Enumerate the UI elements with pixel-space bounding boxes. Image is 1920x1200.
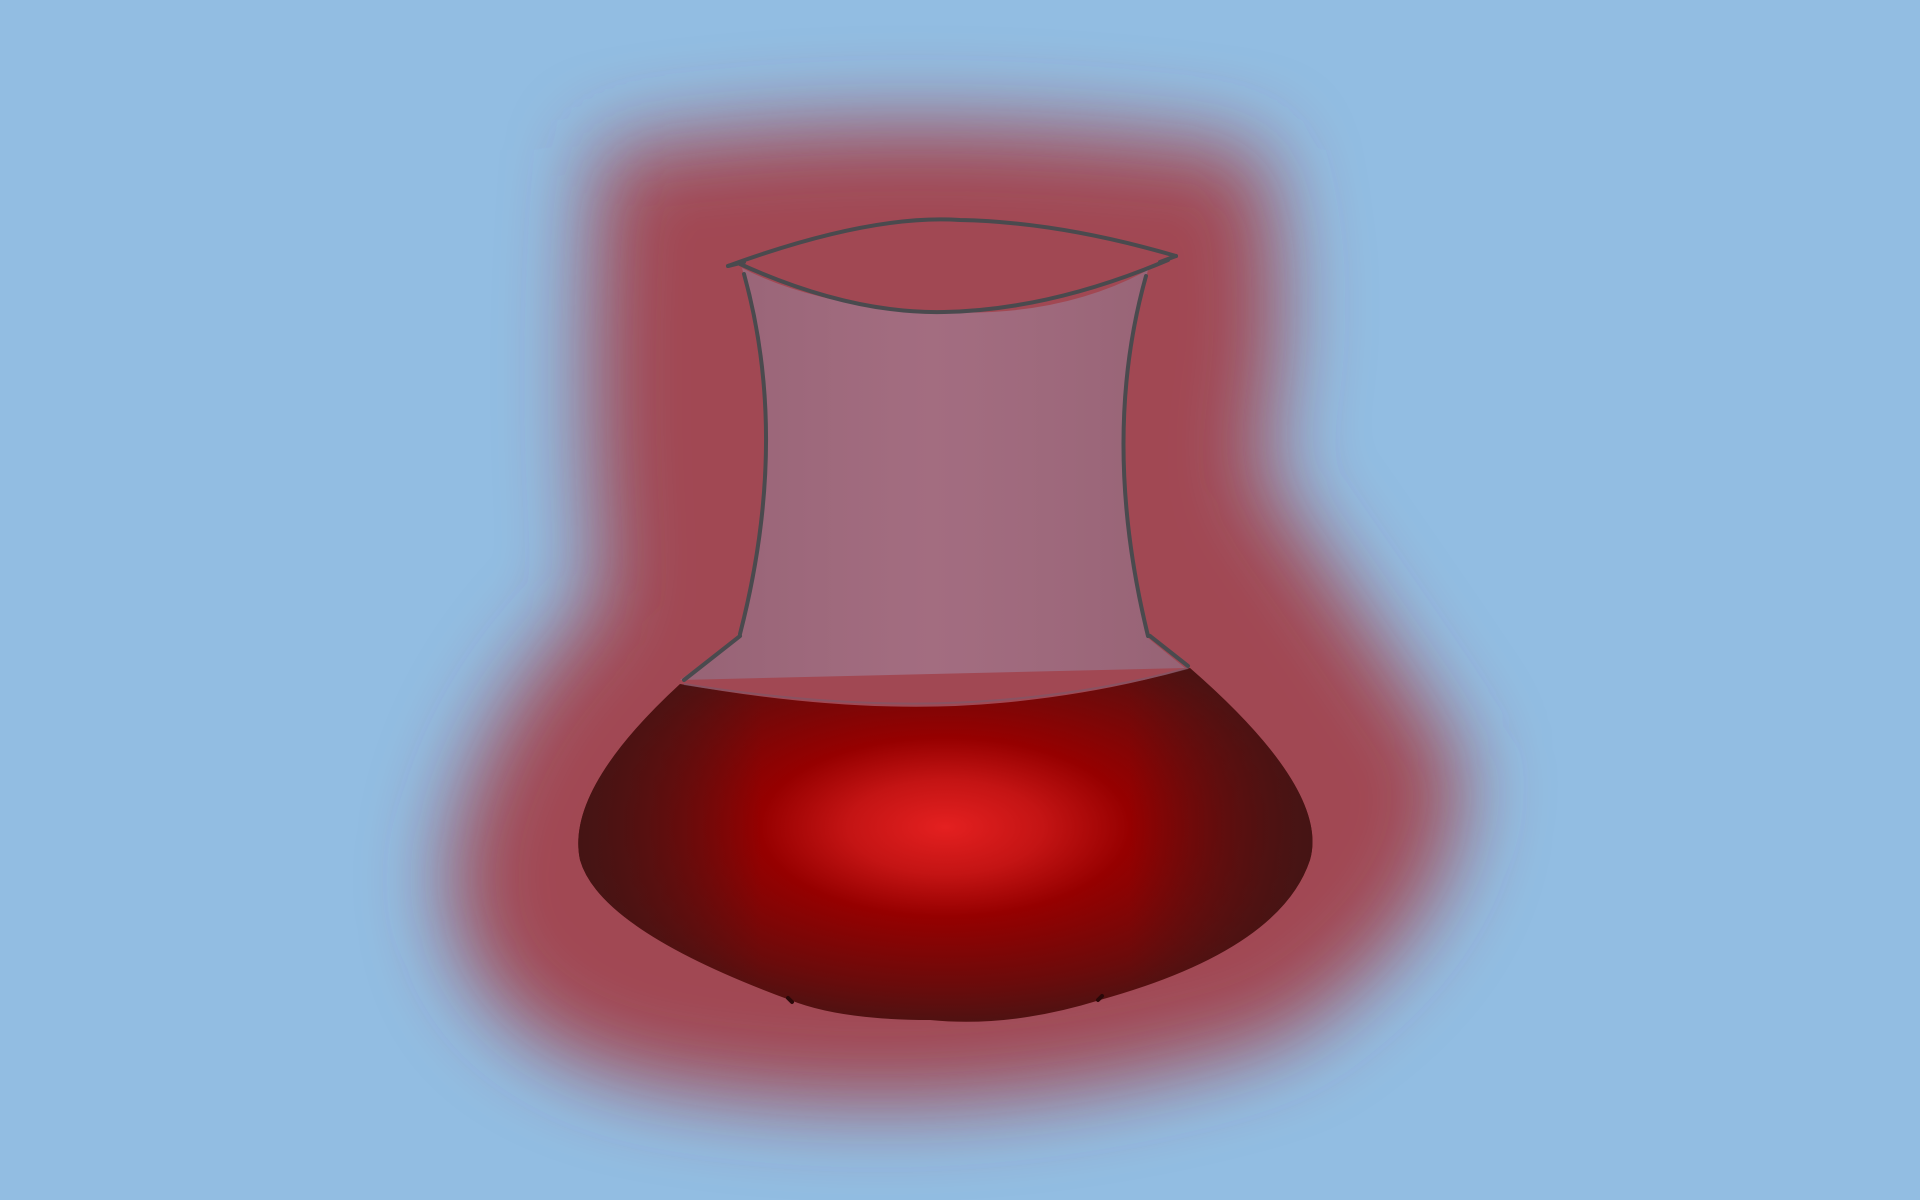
flask-neck-right <box>1121 274 1150 638</box>
flask-rim-right-end <box>1158 254 1178 264</box>
flask-shoulder-left <box>682 634 742 682</box>
liquid-surface <box>683 667 1189 705</box>
flask-neck-left <box>738 272 768 636</box>
flask-liquid-shading <box>578 668 1313 1022</box>
flask-outline <box>682 217 1190 1004</box>
flask-rim-back <box>726 217 1178 268</box>
flask-neck <box>680 268 1185 680</box>
flask-rim-left-end <box>726 260 746 268</box>
flask-base-notch-left <box>786 996 794 1004</box>
flask-rim-front <box>738 258 1170 315</box>
flask-shoulder-right <box>1148 634 1190 668</box>
flask-base-notch-right <box>1096 994 1104 1002</box>
